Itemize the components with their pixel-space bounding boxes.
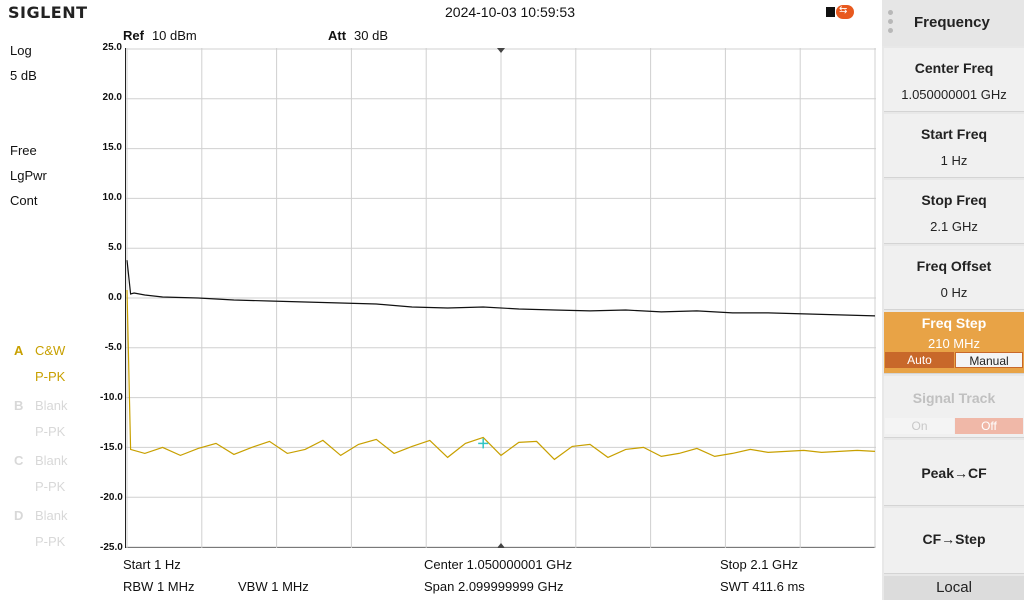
- attenuation[interactable]: Att 30 dB: [328, 28, 388, 43]
- trace-d-det: P-PK: [35, 534, 66, 549]
- center-top-marker-icon: [497, 48, 505, 53]
- y-tick-label: -10.0: [100, 392, 123, 403]
- peak-to-cf-key[interactable]: Peak→CF: [884, 440, 1024, 506]
- menu-title: Frequency: [914, 14, 990, 31]
- scale-div: 5 dB: [10, 68, 37, 83]
- y-tick-label: 10.0: [102, 192, 122, 203]
- more-dots-icon[interactable]: [888, 10, 894, 37]
- trace-b-mode: Blank: [35, 398, 68, 413]
- usb-glyph: ⇆: [839, 5, 848, 16]
- softkey-panel: Frequency Center Freq 1.050000001 GHz St…: [882, 0, 1024, 600]
- stop-freq-key[interactable]: Stop Freq 2.1 GHz: [884, 180, 1024, 244]
- att-value: 30 dB: [354, 28, 389, 43]
- freq-step-value: 210 MHz: [927, 336, 981, 351]
- trace-line-0: [126, 260, 876, 317]
- freq-step-key[interactable]: Freq Step 210 MHz Auto Manual: [884, 312, 1024, 374]
- start-freq-readout: Start 1 Hz: [123, 557, 181, 572]
- y-tick-label: 0.0: [108, 292, 122, 303]
- att-label: Att: [328, 28, 347, 43]
- y-tick-label: 20.0: [102, 92, 122, 103]
- freq-step-auto[interactable]: Auto: [885, 352, 954, 368]
- start-freq-key[interactable]: Start Freq 1 Hz: [884, 114, 1024, 178]
- trace-d-letter: D: [14, 508, 24, 523]
- swt-readout: SWT 411.6 ms: [720, 579, 805, 594]
- trace-d-mode: Blank: [35, 508, 68, 523]
- center-freq-readout: Center 1.050000001 GHz: [424, 557, 573, 572]
- signal-track-key[interactable]: Signal Track On Off: [884, 376, 1024, 438]
- top-bar: SIGLENT 2024-10-03 10:59:53 ⇆: [0, 0, 882, 24]
- center-freq-label: Center Freq: [914, 60, 994, 76]
- detector-mode: LgPwr: [10, 168, 47, 183]
- sweep-mode: Cont: [10, 193, 38, 208]
- trigger-mode: Free: [10, 143, 37, 158]
- y-tick-label: -5.0: [104, 342, 122, 353]
- y-tick-label: -15.0: [100, 442, 123, 453]
- signal-track-label: Signal Track: [912, 390, 996, 406]
- spectrum-plot[interactable]: [125, 48, 876, 548]
- signal-track-on[interactable]: On: [885, 418, 954, 434]
- ref-level[interactable]: Ref 10 dBm: [123, 28, 197, 43]
- center-bottom-marker-icon: [497, 543, 505, 548]
- trace-c-mode: Blank: [35, 453, 68, 468]
- trace-line-1: [126, 289, 876, 461]
- span-readout: Span 2.099999999 GHz: [424, 579, 564, 594]
- trace-b-det: P-PK: [35, 424, 66, 439]
- y-tick-label: 5.0: [108, 242, 122, 253]
- freq-step-manual[interactable]: Manual: [955, 352, 1023, 368]
- local-key[interactable]: Local: [884, 576, 1024, 600]
- trace-a-mode: C&W: [35, 343, 66, 358]
- start-freq-value: 1 Hz: [940, 153, 968, 168]
- trace-b-letter: B: [14, 398, 24, 413]
- usb-icon: ⇆: [826, 4, 854, 20]
- freq-step-label: Freq Step: [921, 315, 987, 331]
- cf-to-step-key[interactable]: CF→Step: [884, 508, 1024, 574]
- trace-c-letter: C: [14, 453, 24, 468]
- stop-freq-value: 2.1 GHz: [930, 219, 978, 234]
- y-tick-label: 25.0: [102, 42, 122, 53]
- y-tick-label: -25.0: [100, 542, 123, 553]
- marker-icon[interactable]: [478, 438, 489, 449]
- freq-offset-value: 0 Hz: [940, 285, 968, 300]
- peak-to-cf-label: Peak→CF: [921, 465, 987, 481]
- stop-freq-label: Stop Freq: [921, 192, 987, 208]
- rbw-readout: RBW 1 MHz: [123, 579, 195, 594]
- menu-header: Frequency: [882, 0, 1024, 46]
- cf-to-step-label: CF→Step: [922, 531, 986, 547]
- stop-freq-readout: Stop 2.1 GHz: [720, 557, 799, 572]
- signal-track-off[interactable]: Off: [955, 418, 1023, 434]
- y-tick-label: -20.0: [100, 492, 123, 503]
- scale-type: Log: [10, 43, 32, 58]
- brand-logo: SIGLENT: [8, 3, 88, 22]
- ref-label: Ref: [123, 28, 144, 43]
- y-tick-label: 15.0: [102, 142, 122, 153]
- trace-a-letter: A: [14, 343, 24, 358]
- trace-c-det: P-PK: [35, 479, 66, 494]
- center-freq-value: 1.050000001 GHz: [901, 87, 1007, 102]
- trace-a-det: P-PK: [35, 369, 66, 384]
- ref-value: 10 dBm: [151, 28, 197, 43]
- freq-offset-label: Freq Offset: [916, 258, 992, 274]
- spectrum-svg: [126, 48, 876, 548]
- freq-offset-key[interactable]: Freq Offset 0 Hz: [884, 246, 1024, 310]
- datetime: 2024-10-03 10:59:53: [445, 4, 575, 20]
- vbw-readout: VBW 1 MHz: [238, 579, 309, 594]
- start-freq-label: Start Freq: [920, 126, 988, 142]
- center-freq-key[interactable]: Center Freq 1.050000001 GHz: [884, 48, 1024, 112]
